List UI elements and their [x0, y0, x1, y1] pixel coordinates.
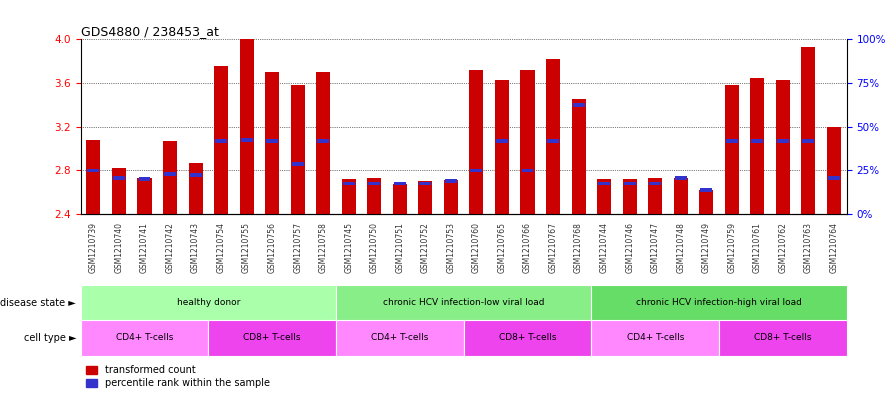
Bar — [803, 139, 814, 143]
Bar — [776, 80, 790, 214]
Bar — [215, 139, 227, 143]
Text: cell type ►: cell type ► — [23, 333, 76, 343]
Bar — [470, 169, 482, 173]
Bar — [239, 39, 254, 214]
Text: CD4+ T-cells: CD4+ T-cells — [626, 334, 684, 342]
Bar — [701, 188, 712, 192]
Bar — [572, 99, 586, 214]
Bar — [719, 320, 847, 356]
Bar — [674, 178, 688, 214]
Bar — [208, 320, 336, 356]
Bar — [496, 139, 508, 143]
Bar — [139, 177, 151, 181]
Bar — [188, 163, 202, 214]
Bar — [394, 182, 406, 185]
Bar — [470, 70, 484, 214]
Bar — [112, 168, 126, 214]
Text: CD4+ T-cells: CD4+ T-cells — [371, 334, 428, 342]
Bar — [725, 85, 739, 214]
Bar — [316, 72, 331, 214]
Bar — [675, 176, 686, 180]
Bar — [343, 182, 355, 185]
Bar — [419, 182, 431, 185]
Bar — [650, 182, 661, 185]
Text: chronic HCV infection-low viral load: chronic HCV infection-low viral load — [383, 298, 545, 307]
Bar — [750, 77, 764, 214]
Bar — [164, 172, 176, 176]
Bar — [521, 70, 535, 214]
Bar — [648, 178, 662, 214]
Text: CD8+ T-cells: CD8+ T-cells — [244, 334, 301, 342]
Bar — [726, 139, 737, 143]
Bar — [163, 141, 177, 214]
Legend: transformed count, percentile rank within the sample: transformed count, percentile rank withi… — [85, 365, 270, 388]
Bar — [546, 59, 560, 214]
Bar — [444, 180, 458, 214]
Bar — [445, 180, 457, 183]
Bar — [752, 139, 763, 143]
Text: CD8+ T-cells: CD8+ T-cells — [754, 334, 812, 342]
Bar — [495, 80, 509, 214]
Bar — [241, 138, 253, 142]
Bar — [81, 285, 336, 320]
Bar — [336, 320, 464, 356]
Bar — [597, 179, 611, 214]
Bar — [81, 320, 208, 356]
Bar — [265, 72, 280, 214]
Bar — [801, 47, 815, 214]
Bar — [190, 173, 202, 177]
Bar — [623, 179, 637, 214]
Bar — [88, 169, 99, 173]
Bar — [266, 139, 278, 143]
Bar — [292, 162, 304, 166]
Bar — [341, 179, 356, 214]
Bar — [214, 66, 228, 214]
Bar — [573, 103, 584, 107]
Bar — [86, 140, 100, 214]
Bar — [368, 182, 380, 185]
Bar — [367, 178, 382, 214]
Bar — [827, 127, 841, 214]
Bar — [113, 176, 125, 180]
Text: GDS4880 / 238453_at: GDS4880 / 238453_at — [81, 25, 219, 38]
Text: healthy donor: healthy donor — [177, 298, 240, 307]
Bar — [591, 285, 847, 320]
Bar — [521, 169, 533, 173]
Bar — [464, 320, 591, 356]
Text: CD4+ T-cells: CD4+ T-cells — [116, 334, 173, 342]
Text: chronic HCV infection-high viral load: chronic HCV infection-high viral load — [636, 298, 802, 307]
Bar — [392, 184, 407, 214]
Bar — [777, 139, 788, 143]
Bar — [418, 182, 433, 214]
Text: CD8+ T-cells: CD8+ T-cells — [499, 334, 556, 342]
Bar — [599, 182, 610, 185]
Bar — [137, 178, 151, 214]
Bar — [336, 285, 591, 320]
Bar — [547, 139, 559, 143]
Bar — [591, 320, 719, 356]
Bar — [624, 182, 635, 185]
Bar — [828, 176, 840, 180]
Text: disease state ►: disease state ► — [0, 298, 76, 308]
Bar — [290, 85, 305, 214]
Bar — [317, 139, 329, 143]
Bar — [699, 190, 713, 214]
